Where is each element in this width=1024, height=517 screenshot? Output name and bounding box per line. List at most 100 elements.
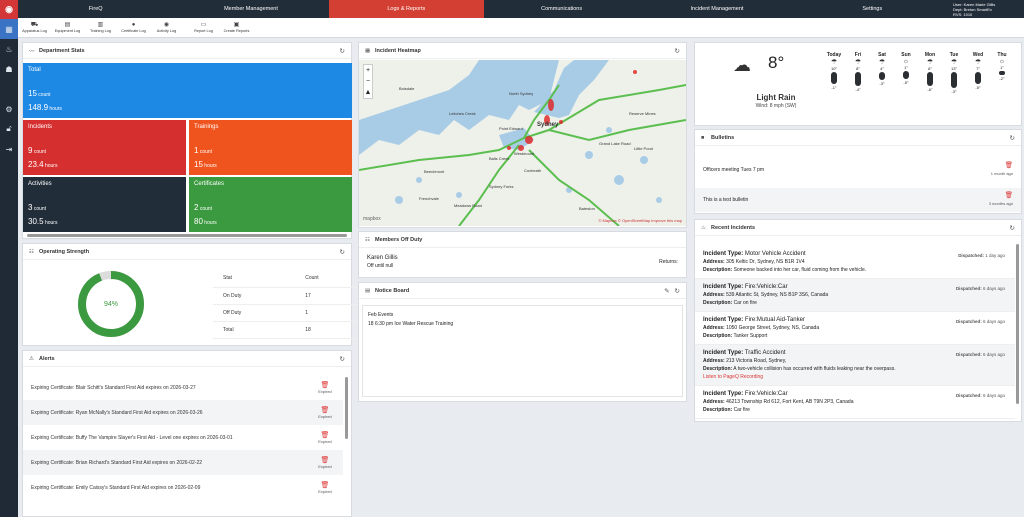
forecast-icon: ☼ xyxy=(998,58,1006,65)
high-temp: 1° xyxy=(904,65,908,70)
strength-table: Stat Count On Duty 17 Off Duty 1 Total 18 xyxy=(213,270,363,339)
zoom-in-button[interactable]: + xyxy=(365,67,371,74)
tile-trainings[interactable]: Trainings 1 count 15 hours xyxy=(189,120,352,175)
settings-icon[interactable]: ⚙ xyxy=(5,104,13,114)
weather-condition: Light Rain xyxy=(756,93,796,102)
forecast-icon: ☼ xyxy=(902,58,910,65)
nav-settings[interactable]: Settings xyxy=(862,6,883,12)
tile-activities[interactable]: Activities 3 count 30.5 hours xyxy=(23,177,186,232)
map-label: Leitches Creek xyxy=(449,111,476,116)
refresh-icon[interactable]: ↻ xyxy=(674,287,680,295)
map-attribution: © Mapbox © OpenStreetMap Improve this ma… xyxy=(599,218,683,223)
donut-arc xyxy=(78,271,144,337)
low-temp: -5° xyxy=(903,80,909,85)
forecast-day: Mon ☂ 6° -6° xyxy=(919,52,941,92)
map-label: Meadows Road xyxy=(454,203,482,208)
table-row: Total 18 xyxy=(213,321,363,339)
tile-incidents[interactable]: Incidents 9 count 23.4 hours xyxy=(23,120,186,175)
heatmap-map[interactable]: Sydney Sydney Forks Coxheath Westmount N… xyxy=(359,60,686,226)
forecast-day: Sat ☂ 4° -3° xyxy=(871,52,893,86)
grid-icon[interactable]: ▦ xyxy=(0,19,18,39)
list-item[interactable]: Expiring Certificate: Blair Schitt's Sta… xyxy=(23,375,343,400)
donut-label: 94% xyxy=(104,301,118,308)
trash-icon[interactable]: 🗑︎ xyxy=(1004,162,1013,169)
day-label: Sun xyxy=(901,52,911,58)
high-temp: 8° xyxy=(856,66,860,71)
report-log-button[interactable]: ▭ Report Log xyxy=(194,22,213,33)
spacer xyxy=(0,79,18,99)
activity-log-button[interactable]: ◉ Activity Log xyxy=(156,22,177,33)
temp-bar xyxy=(879,72,885,80)
refresh-icon[interactable]: ↻ xyxy=(339,355,345,363)
off-duty-member[interactable]: Karen Gillis xyxy=(367,255,398,261)
weather-wind: Wind: 8 mph (SW) xyxy=(755,103,797,109)
off-duty-status: Off until null xyxy=(367,263,394,269)
create-reports-button[interactable]: ▣ Create Reports xyxy=(223,22,250,33)
refresh-icon[interactable]: ↻ xyxy=(339,248,345,256)
tile-total[interactable]: Total 15 count 148.9 hours xyxy=(23,63,352,118)
notice-board-card: ▤ Notice Board ✎ ↻ Feb Events 18 6:30 pm Ic… xyxy=(358,282,687,402)
toolbox-icon: ▤ xyxy=(64,22,71,28)
map-label: Boisdale xyxy=(399,86,415,91)
compass-icon[interactable]: ▲ xyxy=(364,89,372,96)
vertical-scrollbar[interactable] xyxy=(1016,244,1019,404)
list-item[interactable]: Incident Type: Fire:Vehicle:Car Address:… xyxy=(695,279,1015,312)
card-header: ♨ Recent Incidents ↻ xyxy=(695,220,1021,236)
tile-certificates[interactable]: Certificates 2 count 80 hours xyxy=(189,177,352,232)
horizontal-scrollbar[interactable] xyxy=(27,234,347,237)
map-label: North Sydney xyxy=(509,91,533,96)
trash-icon[interactable]: 🗑︎ xyxy=(1004,192,1013,199)
people-icon: ☷ xyxy=(29,248,34,255)
nav-incident-management[interactable]: Incident Management xyxy=(690,6,744,12)
map-canvas: Sydney Sydney Forks Coxheath Westmount N… xyxy=(359,60,686,226)
list-item[interactable]: Expiring Certificate: Brian Richard's St… xyxy=(23,450,343,475)
logout-icon[interactable]: ⇥ xyxy=(5,144,13,154)
day-label: Mon xyxy=(924,52,936,58)
certificate-log-button[interactable]: ● Certificate Log xyxy=(121,22,146,33)
card-header: 〰 Department Stats ↻ xyxy=(23,43,351,59)
refresh-icon[interactable]: ↻ xyxy=(339,47,345,55)
list-item[interactable]: Incident Type: Fire:Vehicle:Car Address:… xyxy=(695,386,1015,419)
nav-logs-reports[interactable]: Logs & Reports xyxy=(328,0,484,18)
fire-icon[interactable]: ♨ xyxy=(5,44,13,54)
high-temp: 4° xyxy=(880,66,884,71)
zoom-controls: + − ▲ xyxy=(363,64,373,99)
book-icon: ▥ xyxy=(97,22,104,28)
card-header: ☷ Operating Strength ↻ xyxy=(23,244,351,260)
list-item[interactable]: Incident Type: Traffic Accident Address:… xyxy=(695,345,1015,386)
list-item[interactable]: Expiring Certificate: Buffy The Vampire … xyxy=(23,425,343,450)
vertical-scrollbar[interactable] xyxy=(345,377,348,439)
training-log-button[interactable]: ▥ Training Log xyxy=(90,22,111,33)
trend-icon: 〰 xyxy=(29,48,35,55)
recent-incidents-card: ♨ Recent Incidents ↻ Incident Type: Motor … xyxy=(694,219,1022,422)
list-item[interactable]: Officers meeting Tues 7 pm 🗑︎ 1 month ago xyxy=(695,158,1021,182)
card-header: ⚠ Alerts ↻ xyxy=(23,351,351,367)
nav-communications[interactable]: Communications xyxy=(541,6,583,12)
list-item[interactable]: Expiring Certificate: Ryan McNally's Sta… xyxy=(23,400,343,425)
equipment-log-button[interactable]: ▤ Equipment Log xyxy=(54,22,81,33)
fire-icon: ♨ xyxy=(701,224,706,231)
high-temp: 13° xyxy=(950,66,958,71)
pageq-recording-link[interactable]: Listen to PageQ Recording xyxy=(703,374,764,380)
list-item[interactable]: This is a test bulletin 🗑︎ 3 months ago xyxy=(695,188,1021,212)
refresh-icon[interactable]: ↻ xyxy=(1009,134,1015,142)
refresh-icon[interactable]: ↻ xyxy=(1009,224,1015,232)
list-item[interactable]: Incident Type: Fire:Mutual Aid-Tanker Ad… xyxy=(695,312,1015,345)
list-item[interactable]: Incident Type: Motor Vehicle Accident Ad… xyxy=(695,246,1015,279)
high-temp: 1° xyxy=(1000,65,1004,70)
zoom-out-button[interactable]: − xyxy=(365,78,371,85)
refresh-icon[interactable]: ↻ xyxy=(674,47,680,55)
app-logo-icon[interactable]: ◉ xyxy=(0,0,18,19)
lock-icon[interactable]: 🔓︎ xyxy=(6,124,12,133)
day-label: Wed xyxy=(972,52,984,58)
edit-icon[interactable]: ✎ xyxy=(664,287,670,295)
nav-member-management[interactable]: Member Management xyxy=(224,6,278,12)
list-item[interactable]: Expiring Certificate: Emily Caissy's Sta… xyxy=(23,475,343,500)
temp-bar xyxy=(999,71,1005,75)
day-label: Today xyxy=(826,52,842,58)
trash-icon: 🗑︎ xyxy=(320,432,330,439)
nav-fireq[interactable]: FireQ xyxy=(88,6,103,12)
card-header: ■ Bulletins ↻ xyxy=(695,130,1021,146)
team-icon[interactable]: ☗ xyxy=(5,64,13,74)
apparatus-log-button[interactable]: ⛟ Apparatus Log xyxy=(22,22,47,33)
